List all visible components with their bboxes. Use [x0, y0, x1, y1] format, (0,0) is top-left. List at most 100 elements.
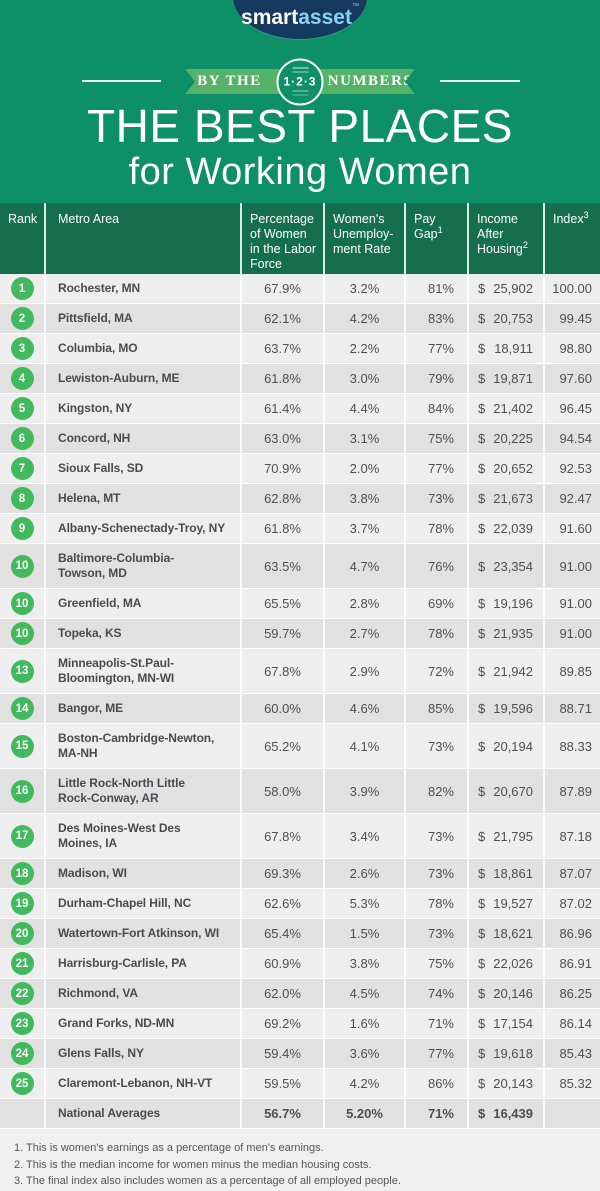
header-rank: Rank: [8, 212, 38, 226]
unemployment-cell: 3.4%: [323, 814, 404, 858]
unemployment-cell: 5.3%: [323, 889, 404, 918]
rank-badge: 10: [10, 622, 34, 645]
income-value: 19,596: [493, 701, 533, 716]
income-value: 18,621: [493, 926, 533, 941]
pay-gap-cell: 86%: [404, 1069, 467, 1098]
table-row: 7 Sioux Falls, SD 70.9% 2.0% 77% $20,652 92.53: [0, 454, 600, 484]
income-after-housing-cell: $25,902: [467, 274, 543, 303]
labor-force-cell: 60.0%: [240, 694, 323, 723]
rank-badge: 3: [10, 337, 34, 360]
rank-cell: 7: [0, 454, 44, 483]
table-body: 1 Rochester, MN 67.9% 3.2% 81% $25,902 100.00 2…: [0, 274, 600, 1129]
header-metro-area: Metro Area: [44, 203, 240, 274]
table-row: 10 Baltimore-Columbia- Towson, MD 63.5% 4.7…: [0, 544, 600, 589]
labor-force-cell: 63.5%: [240, 544, 323, 588]
labor-force-cell: 58.0%: [240, 769, 323, 813]
labor-force-cell: 67.9%: [240, 274, 323, 303]
rank-cell: 14: [0, 694, 44, 723]
income-after-housing-cell: $18,911: [467, 334, 543, 363]
footnotes-section: 1. This is women's earnings as a percent…: [0, 1129, 600, 1191]
index-cell: 86.14: [543, 1009, 600, 1038]
labor-force-cell: 63.7%: [240, 334, 323, 363]
labor-force-cell: 56.7%: [240, 1099, 323, 1128]
income-value: 20,753: [493, 311, 533, 326]
pay-gap-cell: 77%: [404, 334, 467, 363]
index-cell: 87.18: [543, 814, 600, 858]
index-cell: 91.00: [543, 544, 600, 588]
metro-area-cell: Pittsfield, MA: [44, 304, 240, 333]
currency-symbol: $: [478, 738, 486, 754]
unemployment-cell: 4.2%: [323, 304, 404, 333]
table-row: 8 Helena, MT 62.8% 3.8% 73% $21,673 92.47: [0, 484, 600, 514]
footnote-1: 1. This is women's earnings as a percent…: [14, 1142, 324, 1154]
labor-force-cell: 65.5%: [240, 589, 323, 618]
rank-cell: 23: [0, 1009, 44, 1038]
unemployment-cell: 4.7%: [323, 544, 404, 588]
index-cell: 99.45: [543, 304, 600, 333]
rank-cell: 8: [0, 484, 44, 513]
unemployment-cell: 2.6%: [323, 859, 404, 888]
rank-badge: 24: [10, 1042, 34, 1065]
currency-symbol: $: [478, 1076, 486, 1091]
income-after-housing-cell: $21,795: [467, 814, 543, 858]
rank-cell: 16: [0, 769, 44, 813]
currency-symbol: $: [478, 926, 486, 941]
unemployment-cell: 4.2%: [323, 1069, 404, 1098]
income-value: 18,911: [494, 341, 533, 356]
metro-area-cell: Topeka, KS: [44, 619, 240, 648]
header-labor-force: Percentage of Women in the Labor Force: [240, 203, 323, 274]
pay-gap-cell: 73%: [404, 814, 467, 858]
rank-cell: 18: [0, 859, 44, 888]
income-after-housing-cell: $19,596: [467, 694, 543, 723]
index-cell: 96.45: [543, 394, 600, 423]
rank-cell: [0, 1099, 44, 1128]
logo-word-asset: asset: [298, 6, 352, 29]
rank-badge: 6: [10, 427, 34, 450]
rank-cell: 2: [0, 304, 44, 333]
income-after-housing-cell: $20,753: [467, 304, 543, 333]
currency-symbol: $: [478, 663, 486, 679]
header-income-after-housing: Income After Housing2: [467, 203, 543, 274]
income-value: 20,225: [493, 431, 533, 446]
page-title-line2: for Working Women: [128, 151, 472, 193]
index-cell: 87.07: [543, 859, 600, 888]
labor-force-cell: 60.9%: [240, 949, 323, 978]
unemployment-cell: 1.6%: [323, 1009, 404, 1038]
rank-badge: 8: [10, 487, 34, 510]
table-row: 10 Topeka, KS 59.7% 2.7% 78% $21,935 91.00: [0, 619, 600, 649]
index-cell: 87.89: [543, 769, 600, 813]
index-cell: 92.53: [543, 454, 600, 483]
labor-force-cell: 69.3%: [240, 859, 323, 888]
pay-gap-cell: 71%: [404, 1099, 467, 1128]
unemployment-cell: 2.8%: [323, 589, 404, 618]
rank-badge: 9: [10, 517, 34, 540]
income-after-housing-cell: $21,673: [467, 484, 543, 513]
index-cell: 92.47: [543, 484, 600, 513]
badge-text: 1·2·3: [283, 74, 317, 89]
unemployment-cell: 5.20%: [323, 1099, 404, 1128]
table-row: 20 Watertown-Fort Atkinson, WI 65.4% 1.5% 73…: [0, 919, 600, 949]
income-value: 23,354: [493, 558, 533, 574]
unemployment-cell: 4.5%: [323, 979, 404, 1008]
index-cell: 86.96: [543, 919, 600, 948]
metro-area-cell: Claremont-Lebanon, NH-VT: [44, 1069, 240, 1098]
income-value: 19,527: [493, 896, 533, 911]
income-value: 19,618: [493, 1046, 533, 1061]
unemployment-cell: 2.9%: [323, 649, 404, 693]
rank-cell: 9: [0, 514, 44, 543]
rank-badge: 21: [10, 952, 34, 975]
header-income-footnote-ref: 2: [522, 239, 528, 250]
page-title-line1: THE BEST PLACES: [87, 100, 513, 152]
currency-symbol: $: [478, 521, 486, 536]
metro-area-cell: Watertown-Fort Atkinson, WI: [44, 919, 240, 948]
table-row: 15 Boston-Cambridge-Newton, MA-NH 65.2% 4.1…: [0, 724, 600, 769]
currency-symbol: $: [478, 866, 486, 881]
rank-badge: 10: [10, 592, 34, 615]
pay-gap-cell: 72%: [404, 649, 467, 693]
unemployment-cell: 3.2%: [323, 274, 404, 303]
currency-symbol: $: [478, 596, 486, 611]
income-value: 16,439: [493, 1106, 533, 1121]
income-after-housing-cell: $19,871: [467, 364, 543, 393]
pay-gap-cell: 78%: [404, 619, 467, 648]
header-index-footnote-ref: 3: [583, 209, 589, 220]
